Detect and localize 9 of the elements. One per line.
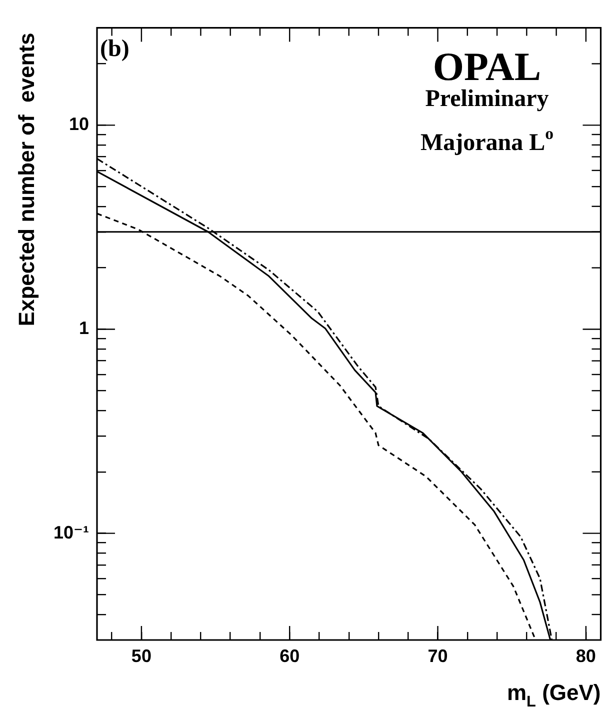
x-tick-label: 50 xyxy=(131,646,152,666)
y-tick-label: 10⁻¹ xyxy=(53,522,89,542)
x-tick-label: 70 xyxy=(428,646,448,666)
x-tick-label: 60 xyxy=(280,646,300,666)
y-tick-label: 10 xyxy=(68,114,89,134)
x-tick-label: 80 xyxy=(576,646,596,666)
y-axis-title: Expected number of events xyxy=(14,32,39,326)
y-tick-label: 1 xyxy=(78,318,89,338)
annotation: (b) xyxy=(100,36,130,62)
